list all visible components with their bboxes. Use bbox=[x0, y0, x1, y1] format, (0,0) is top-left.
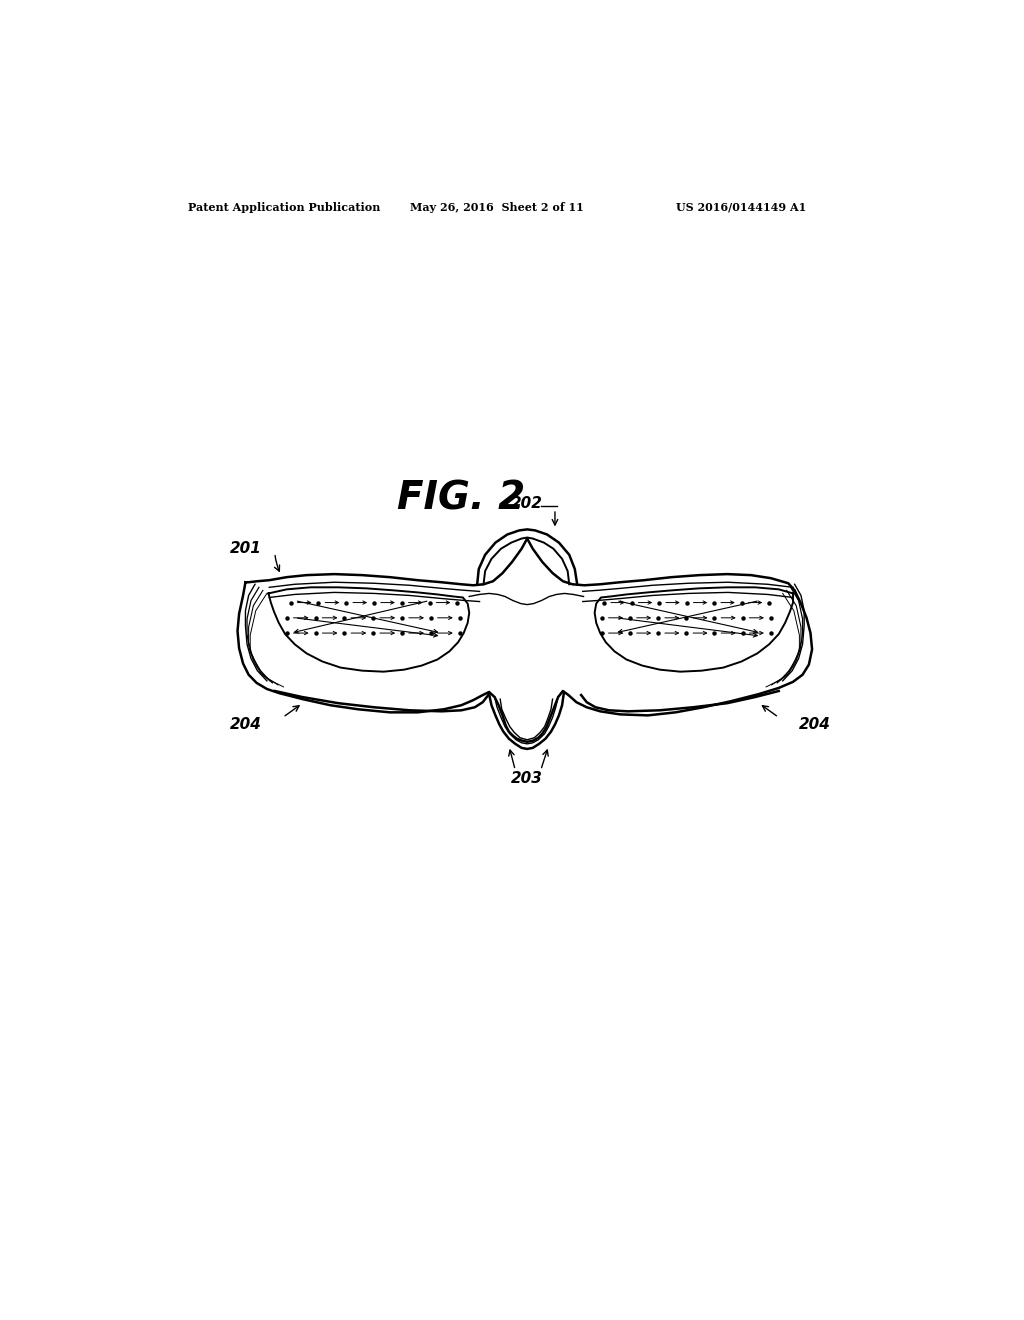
Text: 203: 203 bbox=[511, 771, 543, 785]
Text: 204: 204 bbox=[229, 717, 261, 733]
Text: 202: 202 bbox=[511, 496, 543, 511]
Text: May 26, 2016  Sheet 2 of 11: May 26, 2016 Sheet 2 of 11 bbox=[410, 202, 584, 213]
Text: 204: 204 bbox=[799, 717, 830, 733]
Text: US 2016/0144149 A1: US 2016/0144149 A1 bbox=[676, 202, 806, 213]
Text: FIG. 2: FIG. 2 bbox=[397, 480, 525, 517]
Text: 201: 201 bbox=[229, 541, 261, 556]
Text: Patent Application Publication: Patent Application Publication bbox=[187, 202, 380, 213]
